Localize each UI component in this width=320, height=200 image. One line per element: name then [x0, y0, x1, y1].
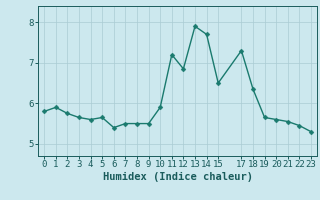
X-axis label: Humidex (Indice chaleur): Humidex (Indice chaleur) [103, 172, 252, 182]
